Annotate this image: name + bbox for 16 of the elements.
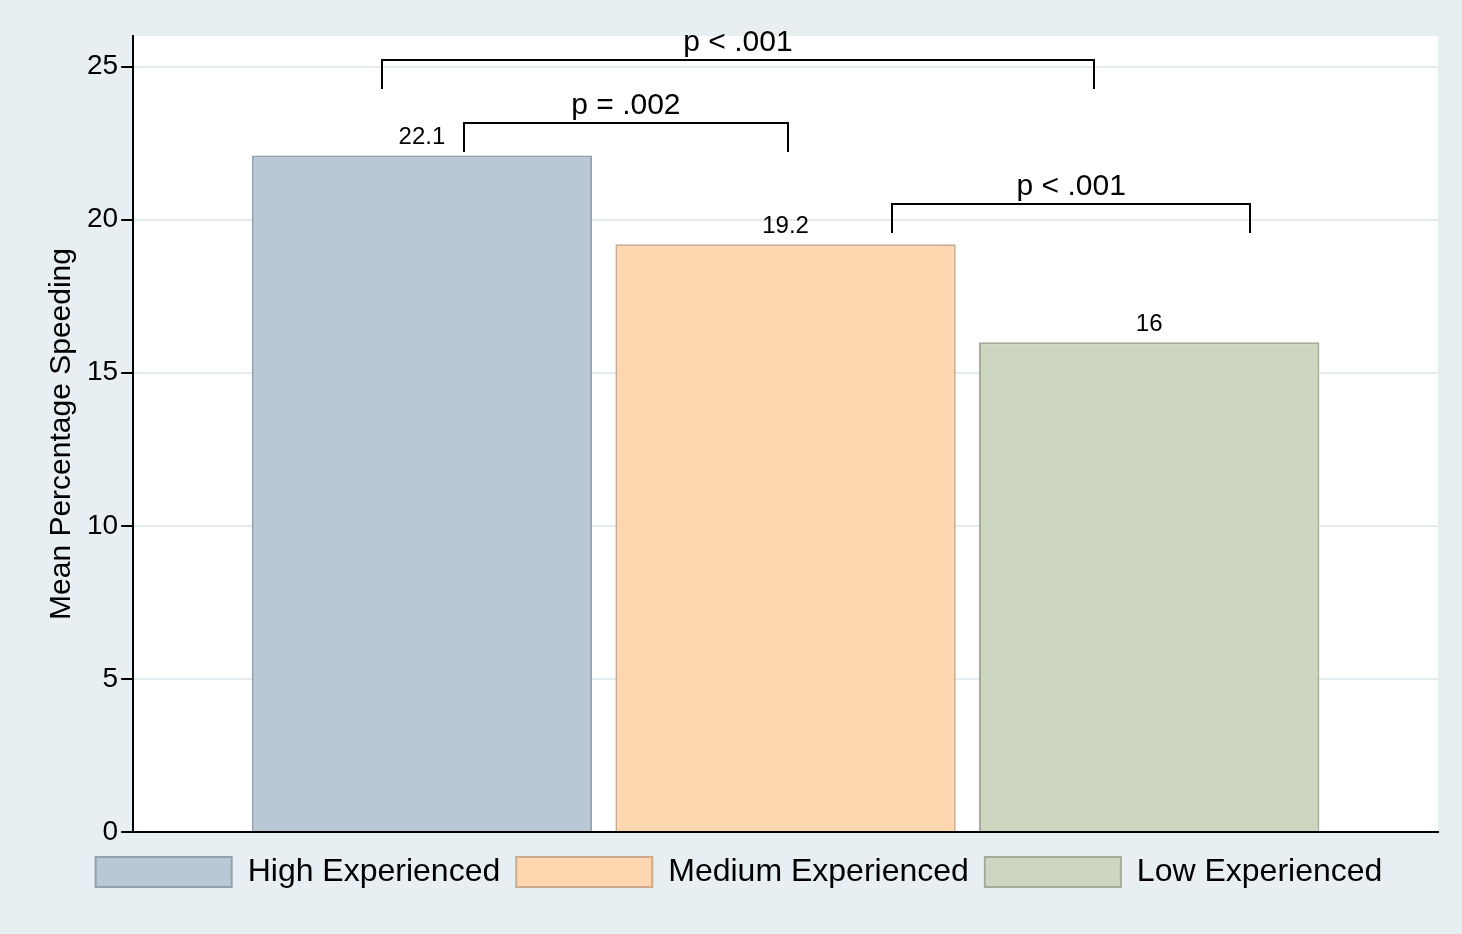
annotation: p < .001 <box>683 24 793 58</box>
data-label: 22.1 <box>398 122 446 150</box>
y-tick-label: 25 <box>86 49 119 81</box>
annotation: p < .001 <box>1016 168 1126 202</box>
y-tick-label: 15 <box>86 355 119 387</box>
y-axis-title: Mean Percentage Speeding <box>43 248 77 620</box>
annotation: p = .002 <box>571 86 681 120</box>
y-tick-label: 0 <box>102 814 119 846</box>
data-label: 19.2 <box>762 210 809 238</box>
legend-label: Low Experienced <box>1136 851 1383 888</box>
legend-label: High Experienced <box>247 851 501 888</box>
y-tick-label: 5 <box>102 661 119 693</box>
y-tick-label: 10 <box>86 508 119 540</box>
legend-label: Medium Experienced <box>668 851 969 888</box>
y-tick-label: 20 <box>86 202 119 234</box>
data-label: 16 <box>1135 308 1163 336</box>
